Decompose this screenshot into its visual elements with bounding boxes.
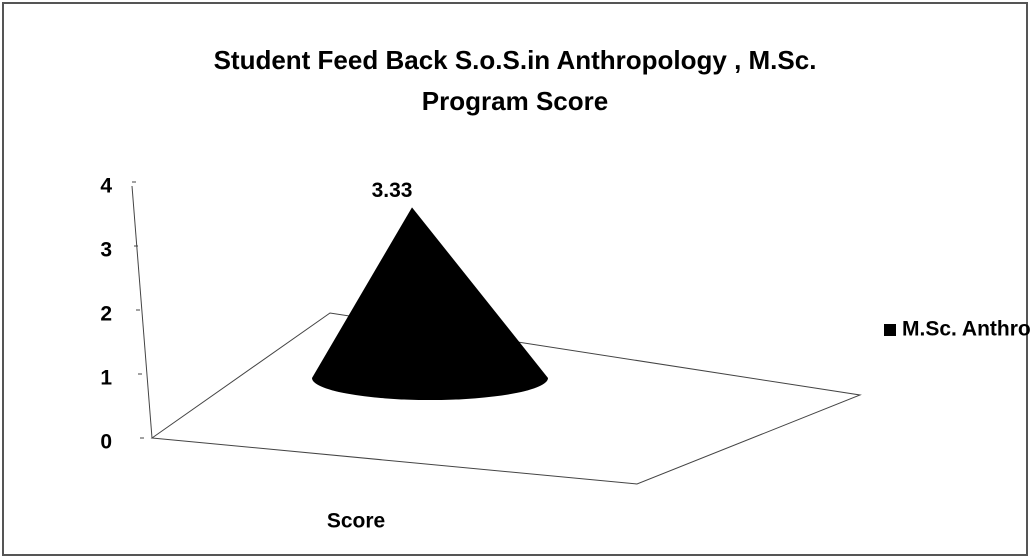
chart-title: Student Feed Back S.o.S.in Anthropology … [214,45,817,75]
y-tick-label: 1 [100,367,112,390]
legend-label: M.Sc. Anthropology [902,318,1031,341]
y-tick-label: 2 [100,303,112,326]
y-tick-label: 0 [100,431,112,454]
legend-swatch [884,324,896,336]
y-tick-label: 3 [100,239,112,262]
data-label: 3.33 [372,179,413,202]
bar [312,207,548,400]
x-tick-label: Score [327,510,385,533]
y-tick-label: 4 [100,175,112,198]
chart-title: Program Score [422,86,608,116]
y-axis [131,185,153,439]
